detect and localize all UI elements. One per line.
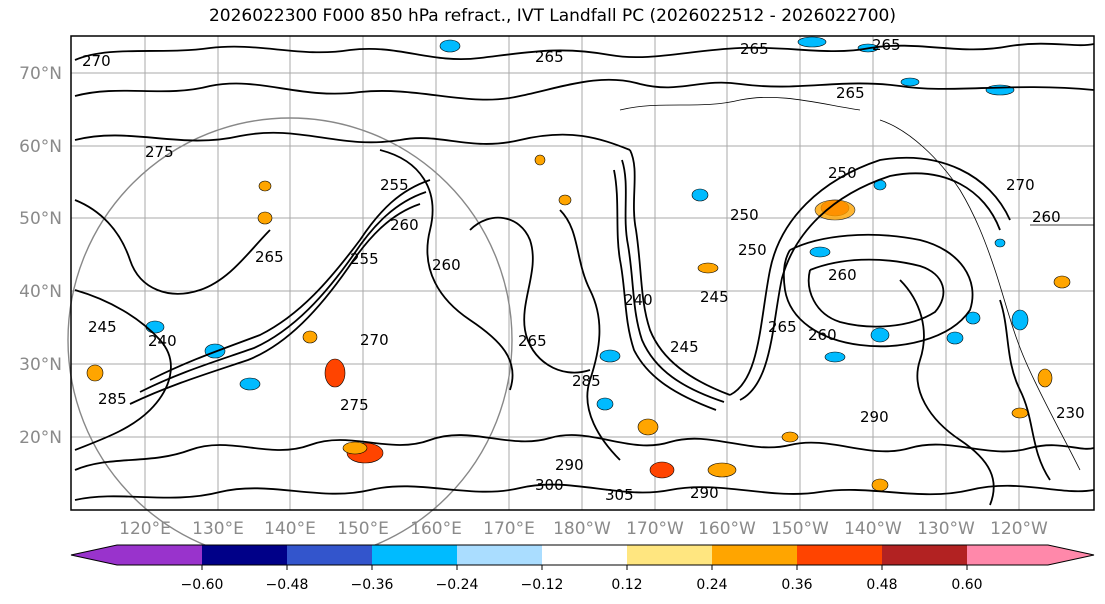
contour-label: 270 <box>82 52 111 70</box>
lon-label: 150°E <box>337 519 389 539</box>
colorbar-ticks <box>201 565 968 570</box>
contour-label: 260 <box>808 326 837 344</box>
lon-label: 170°E <box>483 519 535 539</box>
latitude-axis: 70°N 60°N 50°N 40°N 30°N 20°N <box>19 64 62 448</box>
colorbar-tick-label: −0.36 <box>351 577 394 593</box>
lat-label: 20°N <box>19 428 62 448</box>
colorbar-segment <box>457 545 542 565</box>
lat-label: 70°N <box>19 64 62 84</box>
contour-label: 265 <box>535 48 564 66</box>
contour-label: 245 <box>700 288 729 306</box>
colorbar-tick-label: 0.12 <box>611 577 642 593</box>
contour-label: 300 <box>535 476 564 494</box>
contour-label: 270 <box>1006 176 1035 194</box>
contour-label: 260 <box>390 216 419 234</box>
lon-label: 130°E <box>192 519 244 539</box>
contour-label: 240 <box>624 291 653 309</box>
lon-label: 120°E <box>119 519 171 539</box>
colorbar-tick-label: 0.48 <box>866 577 897 593</box>
map-panel: 270 265 265 265 265 275 255 260 265 250 … <box>67 35 1095 563</box>
lon-label: 160°W <box>698 519 756 539</box>
colorbar-segment <box>627 545 712 565</box>
refractivity-anomaly-patches <box>86 36 1071 492</box>
contour-label: 305 <box>605 486 634 504</box>
colorbar: −0.60 −0.48 −0.36 −0.24 −0.12 0.12 0.24 … <box>70 544 1095 593</box>
contour-label: 260 <box>828 266 857 284</box>
colorbar-segment <box>117 545 202 565</box>
contour-label: 265 <box>836 84 865 102</box>
contour-label: 250 <box>738 241 767 259</box>
contour-label: 265 <box>255 248 284 266</box>
contour-label: 245 <box>88 318 117 336</box>
contour-label: 245 <box>670 338 699 356</box>
contour-label: 290 <box>860 408 889 426</box>
contour-label: 290 <box>555 456 584 474</box>
contour-label: 285 <box>572 372 601 390</box>
contour-label: 265 <box>518 332 547 350</box>
contour-label: 250 <box>828 164 857 182</box>
colorbar-tick-label: 0.36 <box>781 577 812 593</box>
colorbar-segment <box>542 545 627 565</box>
contour-label: 290 <box>690 484 719 502</box>
contour-label: 275 <box>340 396 369 414</box>
graticule <box>71 36 1094 510</box>
lat-label: 60°N <box>19 137 62 157</box>
map-frame <box>70 35 1095 511</box>
colorbar-tick-label: −0.60 <box>181 577 224 593</box>
colorbar-segment <box>287 545 372 565</box>
contour-label: 265 <box>872 36 901 54</box>
colorbar-tick-label: 0.60 <box>951 577 982 593</box>
lon-label: 160°E <box>410 519 462 539</box>
lon-label: 130°W <box>917 519 975 539</box>
lat-label: 50°N <box>19 209 62 229</box>
contour-label: 285 <box>98 390 127 408</box>
longitude-axis: 120°E 130°E 140°E 150°E 160°E 170°E 180°… <box>119 519 1048 539</box>
contour-label: 260 <box>1032 208 1061 226</box>
colorbar-segment <box>967 545 1048 565</box>
lat-label: 30°N <box>19 355 62 375</box>
colorbar-over-extend <box>1048 545 1094 565</box>
lon-label: 120°W <box>990 519 1048 539</box>
colorbar-tick-label: 0.24 <box>696 577 727 593</box>
map-title: 2026022300 F000 850 hPa refract., IVT La… <box>208 6 896 26</box>
contour-label: 255 <box>350 250 379 268</box>
colorbar-outline <box>70 544 1095 566</box>
lon-label: 180°W <box>553 519 611 539</box>
contour-label: 255 <box>380 176 409 194</box>
coastlines <box>619 96 1094 471</box>
contour-label: 240 <box>148 332 177 350</box>
lon-label: 140°W <box>844 519 902 539</box>
lon-label: 150°W <box>771 519 829 539</box>
lon-label: 170°W <box>626 519 684 539</box>
colorbar-segment <box>712 545 797 565</box>
contour-label: 265 <box>740 40 769 58</box>
contour-label: 230 <box>1056 404 1085 422</box>
colorbar-segment <box>797 545 882 565</box>
colorbar-tick-label: −0.24 <box>436 577 479 593</box>
colorbar-segment <box>202 545 287 565</box>
contour-labels: 270 265 265 265 265 275 255 260 265 250 … <box>82 36 1085 504</box>
lon-label: 140°E <box>264 519 316 539</box>
contour-label: 265 <box>768 318 797 336</box>
contour-label: 275 <box>145 143 174 161</box>
lat-label: 40°N <box>19 282 62 302</box>
ivt-contours <box>74 42 1095 506</box>
colorbar-under-extend <box>71 545 117 565</box>
colorbar-segment <box>372 545 457 565</box>
colorbar-tick-label: −0.12 <box>521 577 564 593</box>
colorbar-tick-label: −0.48 <box>266 577 309 593</box>
contour-label: 250 <box>730 206 759 224</box>
contour-label: 260 <box>432 256 461 274</box>
contour-label: 270 <box>360 331 389 349</box>
colorbar-segment <box>882 545 967 565</box>
